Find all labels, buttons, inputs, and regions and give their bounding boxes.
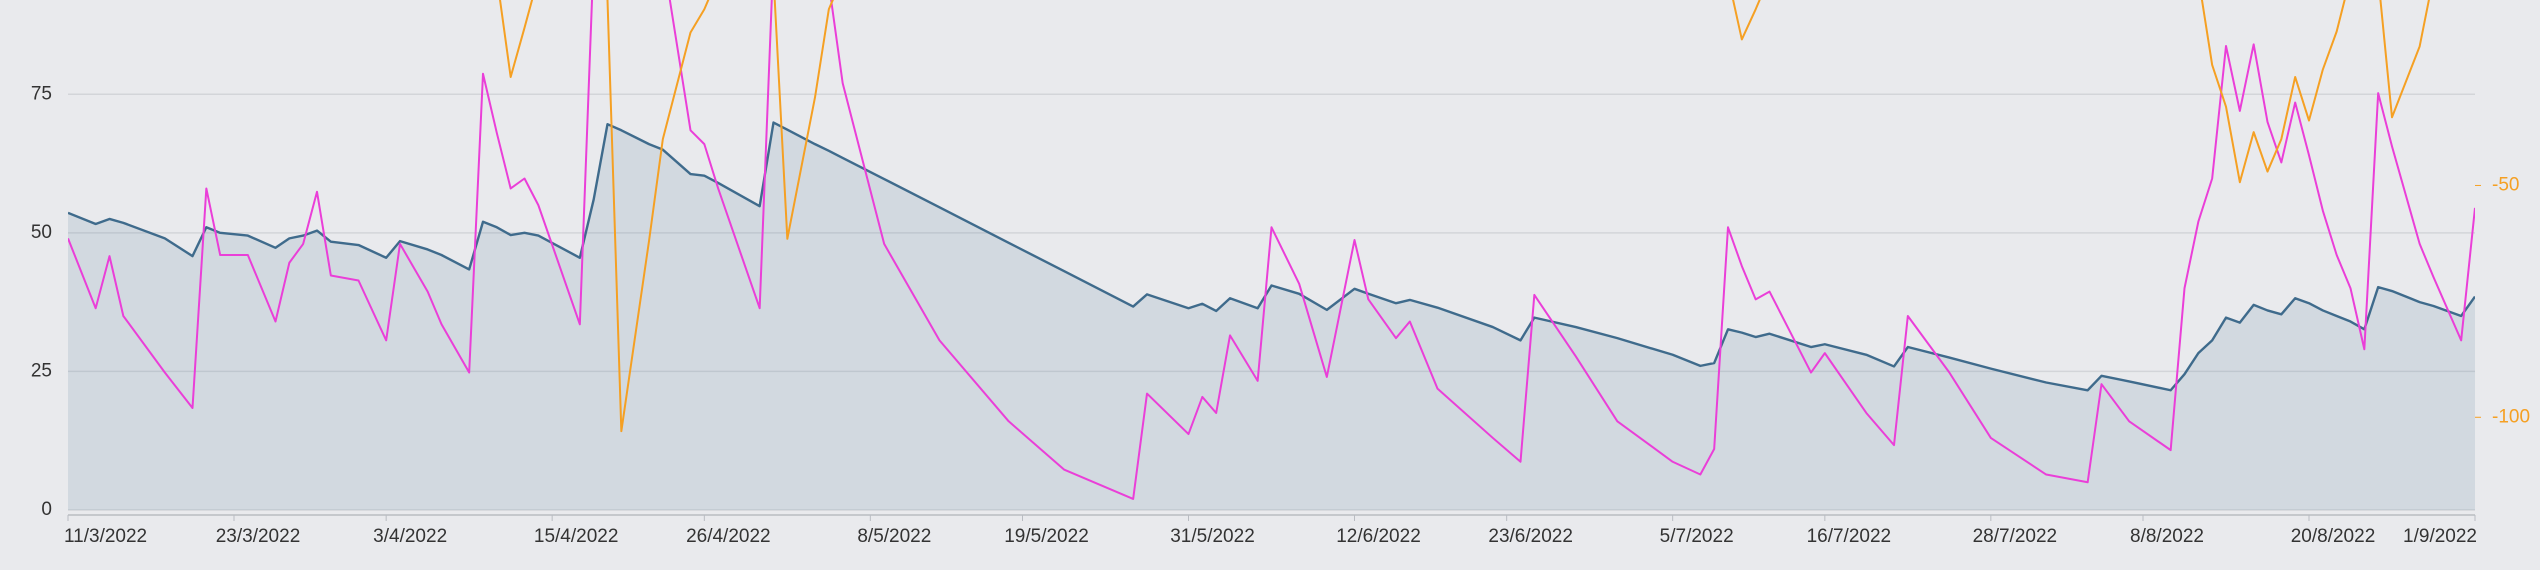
y-tick-label: 0: [41, 499, 52, 520]
area-fill: [68, 122, 2475, 511]
x-tick-label: 23/6/2022: [1488, 526, 1573, 547]
x-tick-label: 23/3/2022: [216, 526, 301, 547]
x-tick-label: 19/5/2022: [1004, 526, 1089, 547]
y-tick-label: 75: [31, 83, 52, 104]
y-tick-label: 25: [31, 360, 52, 381]
x-tick-label: 20/8/2022: [2291, 526, 2376, 547]
y2-tick-label: -100: [2492, 406, 2530, 427]
series-line: [68, 121, 2475, 392]
series-line: [499, 0, 2430, 433]
x-tick-label: 5/7/2022: [1660, 526, 1734, 547]
x-tick-label: 16/7/2022: [1807, 526, 1892, 547]
x-tick-label: 15/4/2022: [534, 526, 619, 547]
y-tick-label: 50: [31, 222, 52, 243]
x-tick-label: 8/8/2022: [2130, 526, 2204, 547]
x-tick-label: 28/7/2022: [1973, 526, 2058, 547]
x-tick-label: 8/5/2022: [857, 526, 931, 547]
x-tick-label: 31/5/2022: [1170, 526, 1255, 547]
axis-labels: 0 25 50 75 -50 -100 11/3/2022 23/3/2022 3/4/2022…: [31, 83, 2530, 547]
plot-area: [68, 0, 2475, 511]
x-tick-label: 11/3/2022: [64, 526, 147, 547]
x-tick-label: 26/4/2022: [686, 526, 771, 547]
series-line: [68, 0, 2475, 500]
y2-tick-label: -50: [2492, 174, 2519, 195]
x-tick-label: 1/9/2022: [2403, 526, 2477, 547]
x-tick-label: 12/6/2022: [1336, 526, 1421, 547]
x-tick-label: 3/4/2022: [373, 526, 447, 547]
